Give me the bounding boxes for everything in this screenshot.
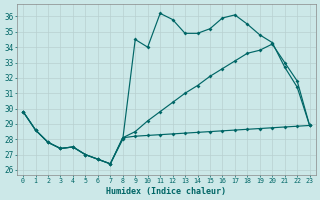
X-axis label: Humidex (Indice chaleur): Humidex (Indice chaleur): [106, 187, 226, 196]
